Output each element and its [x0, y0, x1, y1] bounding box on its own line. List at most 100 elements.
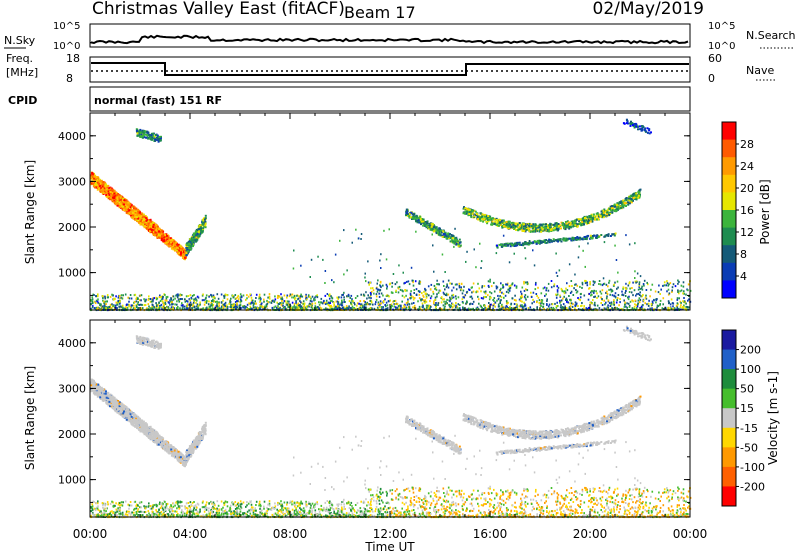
power-echo: [488, 286, 490, 288]
power-echo: [413, 297, 416, 300]
power-echo: [139, 136, 142, 138]
power-echo: [246, 306, 248, 309]
power-echo: [575, 223, 578, 226]
noise-right-tick-top: 10^5: [708, 21, 735, 32]
power-echo: [201, 222, 204, 225]
power-echo: [546, 241, 549, 244]
power-echo: [144, 304, 147, 306]
power-echo: [518, 228, 521, 231]
power-echo: [143, 215, 146, 218]
power-echo: [144, 130, 147, 133]
power-echo: [464, 210, 467, 213]
power-echo: [426, 220, 429, 223]
power-echo: [378, 305, 381, 308]
power-echo: [218, 301, 220, 304]
power-echo: [101, 187, 104, 190]
power-echo: [477, 215, 480, 218]
power-echo: [631, 299, 633, 302]
power-echo: [94, 174, 97, 177]
power-echo: [613, 299, 615, 302]
power-echo: [457, 303, 460, 306]
power-echo: [545, 223, 547, 226]
power-echo: [493, 281, 495, 284]
power-echo: [360, 293, 362, 296]
power-echo: [567, 301, 570, 304]
power-echo: [488, 218, 491, 221]
power-echo: [250, 299, 253, 302]
power-echo: [240, 307, 242, 309]
power-echo: [584, 282, 587, 285]
power-echo: [405, 210, 408, 213]
power-echo: [190, 243, 193, 246]
power-echo: [572, 220, 575, 223]
power-echo: [592, 280, 595, 283]
power-echo: [517, 222, 520, 225]
power-echo: [175, 247, 178, 250]
power-echo: [571, 222, 574, 225]
power-echo: [174, 297, 176, 300]
power-echo: [629, 300, 632, 303]
power-echo: [613, 210, 616, 212]
power-echo: [592, 290, 594, 293]
power-echo: [676, 298, 679, 301]
power-echo: [665, 284, 667, 287]
power-echo: [552, 229, 555, 232]
power-echo: [220, 293, 223, 296]
power-echo: [162, 295, 164, 298]
power-echo: [199, 227, 201, 230]
power-echo: [601, 284, 604, 287]
power-echo: [411, 213, 414, 216]
power-echo: [456, 242, 459, 245]
power-echo: [277, 305, 279, 308]
power-echo: [173, 245, 176, 248]
power-echo: [90, 303, 92, 306]
power-echo: [382, 294, 384, 297]
power-echo: [507, 225, 510, 228]
power-echo: [411, 218, 413, 220]
power-echo: [459, 244, 462, 247]
power-echo: [153, 297, 155, 300]
power-echo: [563, 239, 566, 242]
power-echo: [622, 199, 625, 202]
power-echo: [455, 239, 458, 242]
power-echo: [440, 301, 443, 304]
power-echo: [302, 306, 304, 309]
power-echo: [92, 305, 94, 308]
power-echo: [636, 305, 639, 308]
power-echo: [202, 227, 205, 230]
power-echo: [533, 300, 535, 303]
power-echo: [532, 225, 535, 228]
power-echo: [458, 307, 461, 310]
power-echo: [156, 134, 159, 137]
power-echo: [94, 181, 97, 184]
power-echo: [510, 222, 513, 225]
power-echo: [597, 214, 600, 216]
power-echo: [425, 308, 428, 311]
power-echo: [622, 287, 624, 290]
power-echo: [374, 303, 377, 306]
power-echo: [105, 303, 107, 306]
power-echo: [142, 215, 145, 217]
power-echo: [556, 290, 559, 293]
power-echo: [601, 211, 604, 214]
power-echo: [107, 195, 110, 198]
power-echo: [551, 229, 554, 232]
power-echo: [124, 306, 127, 309]
power-echo: [517, 226, 520, 229]
power-echo: [547, 228, 550, 231]
power-echo: [534, 230, 537, 233]
power-echo: [131, 215, 134, 218]
power-echo: [173, 307, 176, 310]
power-echo: [524, 241, 527, 244]
power-echo: [589, 216, 592, 219]
power-echo: [176, 303, 178, 306]
power-echo: [116, 203, 119, 206]
power-echo: [159, 304, 161, 307]
power-echo: [125, 205, 128, 208]
power-echo: [449, 304, 451, 307]
power-echo: [579, 285, 581, 288]
power-echo: [499, 290, 501, 293]
power-echo: [489, 218, 492, 221]
power-echo: [520, 297, 522, 300]
power-echo: [489, 295, 491, 298]
